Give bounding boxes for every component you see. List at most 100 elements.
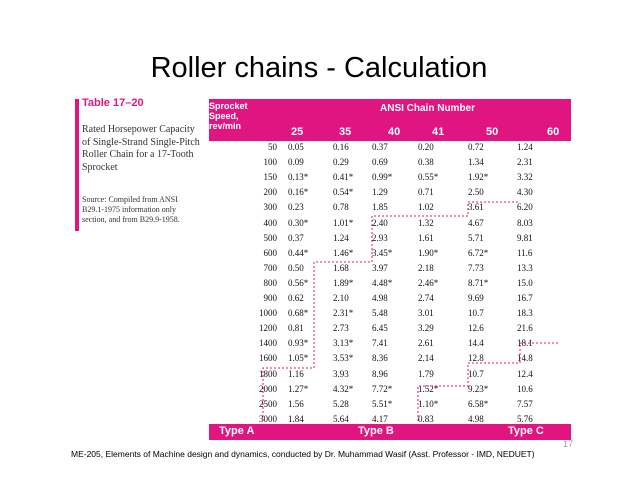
slide-title: Roller chains - Calculation — [150, 52, 488, 84]
hp-cell: 2.46* — [418, 277, 439, 288]
hp-cell: 10.7 — [468, 308, 484, 319]
hp-cell: 6.58* — [468, 398, 489, 409]
page-number: 17 — [563, 439, 574, 449]
hp-cell: 18.1 — [517, 338, 533, 349]
hp-cell: 6.45 — [372, 323, 388, 334]
speed-cell: 600 — [263, 247, 278, 258]
type-c-boundary — [417, 342, 558, 421]
hp-cell: 9.81 — [517, 232, 533, 243]
hp-cell: 0.69 — [372, 157, 388, 168]
speed-cell: 700 — [263, 262, 278, 273]
hp-cell: 9.23* — [468, 383, 489, 394]
hp-cell: 1.79 — [418, 368, 434, 379]
hp-cell: 9.69 — [468, 293, 484, 303]
speed-cell: 900 — [263, 293, 278, 303]
type-b-label: Type B — [358, 425, 394, 437]
hp-cell: 3.53* — [333, 353, 354, 364]
hp-cell: 4.67 — [468, 217, 484, 228]
type-c-label: Type C — [508, 425, 544, 437]
hp-cell: 4.30 — [517, 187, 533, 198]
hp-cell: 2.18 — [418, 262, 434, 273]
hp-cell: 0.56* — [288, 277, 309, 288]
hp-cell: 1.16 — [288, 368, 304, 379]
hp-cell: 1.27* — [288, 383, 309, 394]
table-header-band — [209, 99, 571, 141]
type-a-label: Type A — [219, 425, 255, 437]
speed-cell: 1400 — [259, 338, 277, 349]
speed-cell: 1200 — [259, 323, 277, 334]
hp-cell: 0.71 — [418, 187, 434, 198]
hp-cell: 5.71 — [468, 232, 484, 243]
hp-cell: 2.31 — [517, 157, 533, 168]
hp-cell: 0.50 — [288, 262, 304, 273]
hp-cell: 0.81 — [288, 323, 304, 334]
table-type-band — [209, 424, 571, 440]
hp-cell: 5.48 — [372, 308, 388, 319]
hp-cell: 1.92* — [468, 172, 489, 183]
hp-cell: 3.13* — [333, 338, 354, 349]
hp-cell: 1.89* — [333, 277, 354, 288]
hp-cell: 3.01 — [418, 308, 434, 319]
speed-cell: 800 — [263, 277, 278, 288]
speed-cell: 100 — [263, 157, 278, 168]
hp-cell: 1.56 — [288, 398, 304, 409]
hp-cell: 13.3 — [517, 262, 533, 273]
ansi-chain-number-header: ANSI Chain Number — [380, 103, 476, 114]
hp-cell: 5.51* — [372, 398, 393, 409]
hp-cell: 1.68 — [333, 262, 349, 273]
hp-cell: 8.36 — [372, 353, 388, 364]
speed-cell: 300 — [263, 202, 278, 213]
hp-cell: 3.61 — [468, 202, 484, 213]
hp-cell: 11.6 — [517, 247, 533, 258]
hp-cell: 0.20 — [418, 142, 434, 152]
hp-cell: 3.29 — [418, 323, 434, 334]
speed-cell: 1000 — [259, 308, 277, 319]
hp-cell: 2.50 — [468, 187, 484, 198]
hp-cell: 1.34 — [468, 157, 484, 168]
hp-cell: 14.4 — [468, 338, 484, 349]
hp-cell: 0.44* — [288, 247, 309, 258]
hp-cell: 15.0 — [517, 277, 533, 288]
hp-cell: 2.61 — [418, 338, 434, 349]
hp-cell: 4.17 — [372, 413, 388, 424]
hp-cell: 7.57 — [517, 398, 533, 409]
hp-cell: 2.40 — [372, 217, 388, 228]
hp-cell: 7.41 — [372, 338, 388, 349]
hp-cell: 4.98 — [372, 293, 388, 303]
speed-cell: 1600 — [259, 353, 277, 364]
speed-cell: 1800 — [259, 368, 277, 379]
hp-cell: 0.38 — [418, 157, 434, 168]
speed-cell: 150 — [263, 172, 278, 183]
hp-cell: 1.52* — [418, 383, 439, 394]
speed-cell: 3000 — [259, 413, 277, 424]
hp-cell: 1.32 — [418, 217, 434, 228]
hp-cell: 0.37 — [372, 142, 388, 152]
hp-cell: 8.71* — [468, 277, 489, 288]
hp-cell: 21.6 — [517, 323, 533, 334]
table-source: Source: Compiled from ANSI B29.1-1975 in… — [82, 195, 180, 224]
hp-cell: 0.83 — [418, 413, 434, 424]
hp-cell: 0.16 — [333, 142, 349, 152]
hp-cell: 3.32 — [517, 172, 533, 183]
hp-cell: 0.93* — [288, 338, 309, 349]
hp-cell: 0.09 — [288, 157, 304, 168]
hp-cell: 10.7 — [468, 368, 484, 379]
hp-cell: 8.96 — [372, 368, 388, 379]
hp-cell: 1.90* — [418, 247, 439, 258]
hp-cell: 5.76 — [517, 413, 533, 424]
hp-cell: 0.68* — [288, 308, 309, 319]
column-header-40: 40 — [388, 126, 401, 138]
column-header-50: 50 — [486, 126, 499, 138]
hp-cell: 0.37 — [288, 232, 304, 243]
hp-cell: 16.7 — [517, 293, 533, 303]
hp-cell: 0.30* — [288, 217, 309, 228]
speed-cell: 400 — [263, 217, 278, 228]
hp-cell: 0.29 — [333, 157, 349, 168]
column-header-41: 41 — [432, 126, 445, 138]
hp-cell: 0.41* — [333, 172, 354, 183]
hp-cell: 0.62 — [288, 293, 304, 303]
hp-cell: 10.6 — [517, 383, 533, 394]
hp-cell: 2.93 — [372, 232, 388, 243]
hp-cell: 1.24 — [517, 142, 533, 152]
hp-cell: 8.03 — [517, 217, 533, 228]
